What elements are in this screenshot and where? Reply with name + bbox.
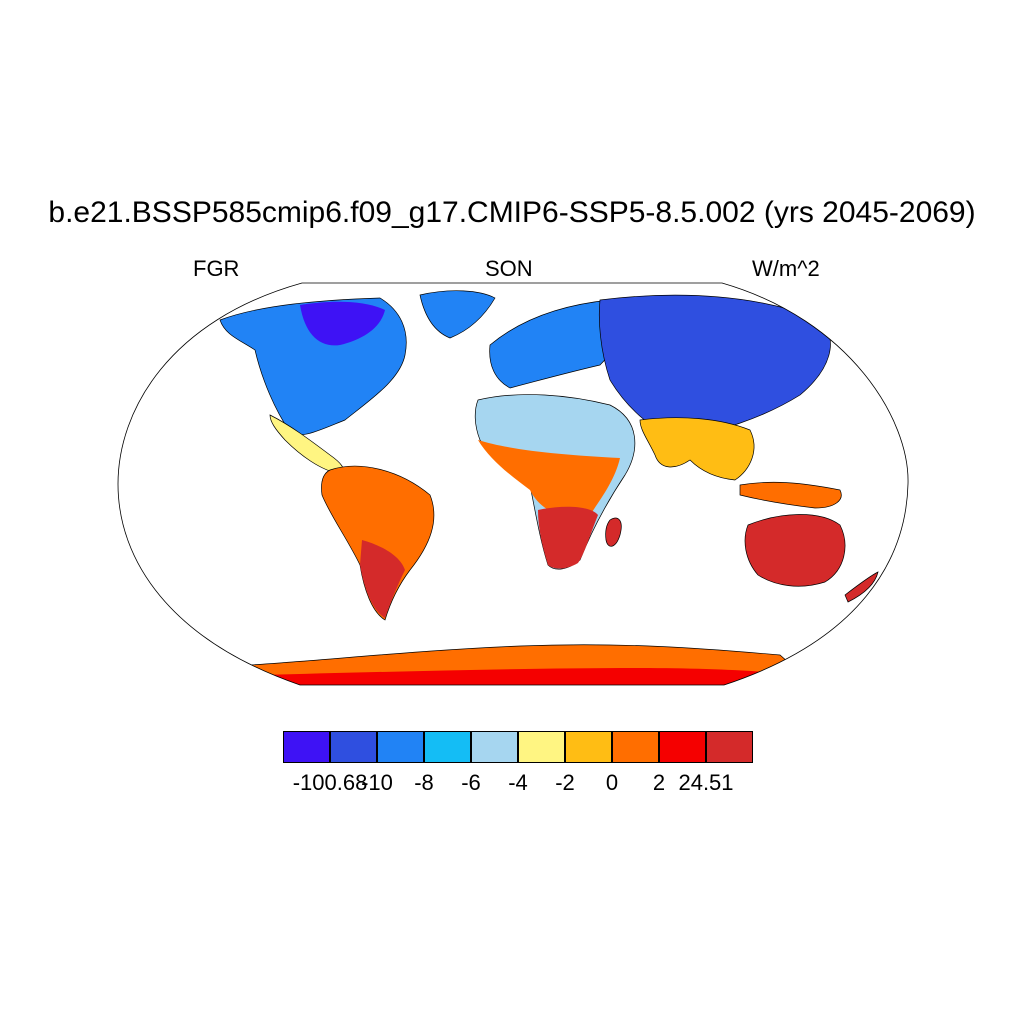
south-america	[321, 465, 435, 621]
colorbar-tick-label: -100.68	[292, 770, 368, 795]
colorbar-box	[471, 731, 518, 763]
units-label: W/m^2	[752, 256, 820, 281]
new-zealand	[844, 571, 879, 603]
variable-label: FGR	[193, 256, 240, 281]
colorbar-tick-label: 0	[605, 770, 619, 795]
colorbar-box	[330, 731, 377, 763]
colorbar-box	[659, 731, 706, 763]
colorbar-tick-label: 24.51	[678, 770, 734, 795]
colorbar-tick-label: -8	[414, 770, 434, 795]
colorbar-box	[565, 731, 612, 763]
colorbar-tick-label: -6	[461, 770, 481, 795]
season-label: SON	[485, 256, 533, 281]
antarctica-interior	[250, 668, 830, 685]
indonesia	[739, 481, 842, 509]
colorbar-box	[377, 731, 424, 763]
colorbar-tick-label: -4	[508, 770, 528, 795]
map-title: b.e21.BSSP585cmip6.f09_g17.CMIP6-SSP5-8.…	[48, 196, 976, 229]
colorbar-box	[283, 731, 330, 763]
colorbar-box	[518, 731, 565, 763]
canada-north	[300, 301, 385, 346]
africa-sahel	[478, 440, 620, 517]
south-america-south	[360, 540, 405, 618]
colorbar-box	[706, 731, 753, 763]
colorbar-tick-label: -10	[361, 770, 393, 795]
colorbar-box	[612, 731, 659, 763]
madagascar	[605, 517, 622, 547]
greenland	[419, 290, 496, 339]
south-asia	[639, 417, 755, 481]
australia	[744, 514, 846, 587]
colorbar-tick-label: -2	[555, 770, 575, 795]
colorbar-tick-label: 2	[652, 770, 666, 795]
asia	[598, 294, 831, 441]
africa-south	[538, 506, 598, 569]
colorbar-box	[424, 731, 471, 763]
map-boundary	[117, 282, 909, 686]
